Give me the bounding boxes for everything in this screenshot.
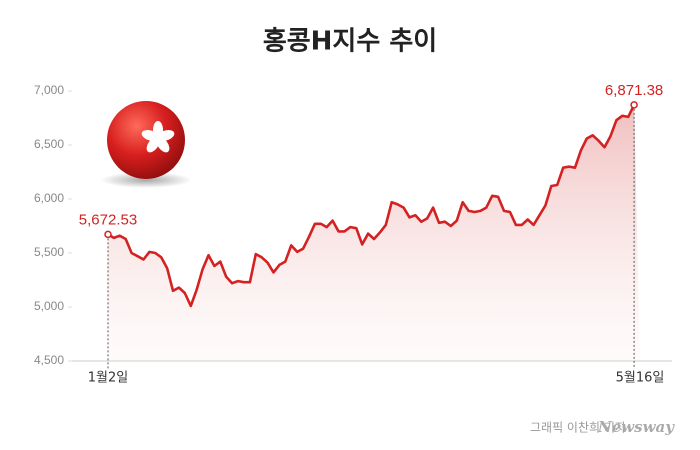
chart-title: 홍콩H지수 추이 [263, 27, 437, 57]
end-point [104, 230, 112, 239]
area [108, 104, 640, 362]
value-label: 6,871.38 [605, 82, 663, 99]
hong-kong-ball [100, 101, 192, 188]
y-tick-label: 5,000 [34, 299, 64, 313]
line [107, 104, 636, 308]
y-tick-label: 4,500 [34, 353, 64, 367]
credit: 그래픽 이찬희 기자 [530, 420, 626, 435]
x-tick-label: 1월2일 [88, 371, 128, 386]
x-tick-label: 5월16일 [616, 371, 665, 386]
y-tick-label: 7,000 [34, 83, 64, 97]
end-point [630, 101, 638, 109]
y-tick-label: 6,000 [34, 191, 64, 205]
source: Newsway [597, 418, 675, 436]
y-tick-label: 6,500 [34, 137, 64, 151]
value-label: 5,672.53 [79, 211, 137, 228]
y-tick-label: 5,500 [34, 245, 64, 259]
